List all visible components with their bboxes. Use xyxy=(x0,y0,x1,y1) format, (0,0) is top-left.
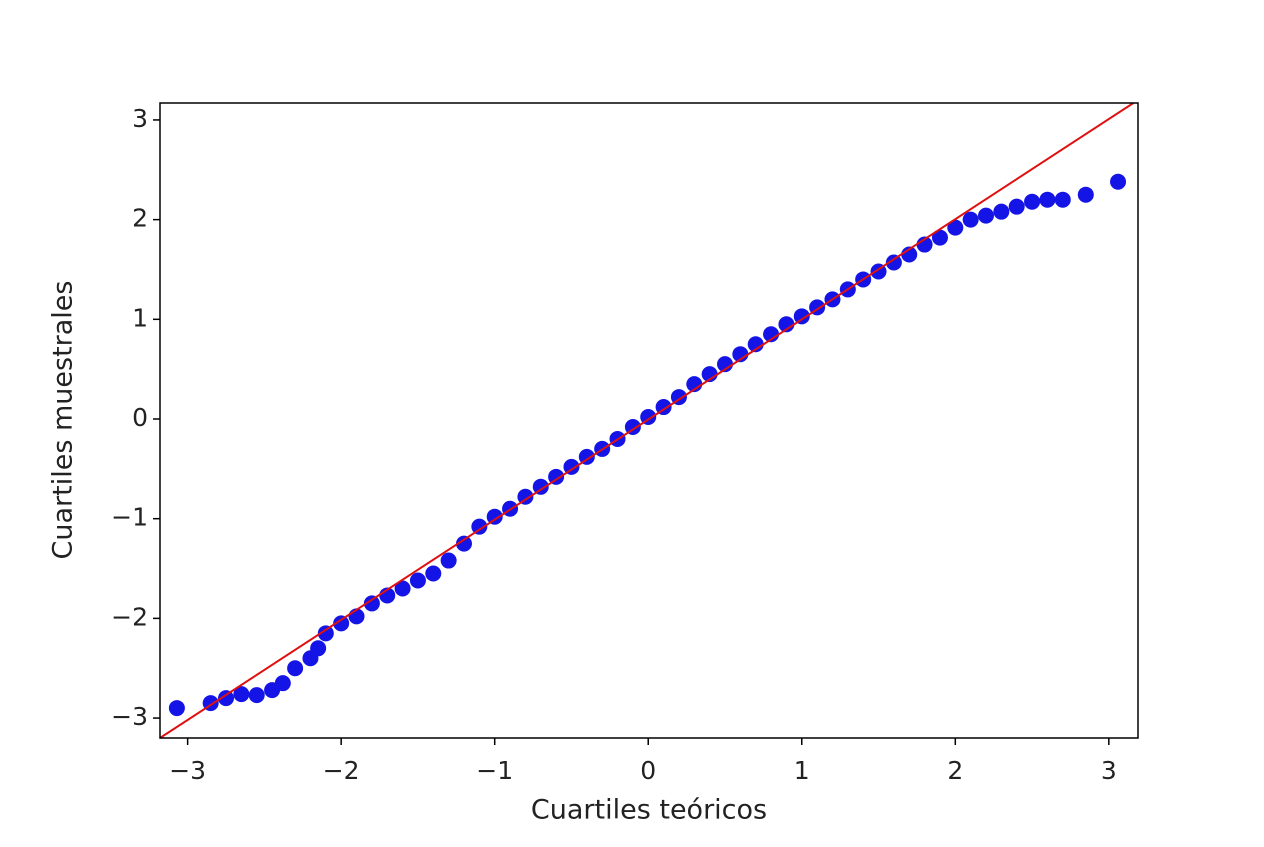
point xyxy=(978,207,995,224)
point xyxy=(287,660,304,677)
point xyxy=(793,308,810,325)
x-tick-label: −3 xyxy=(169,756,206,785)
point xyxy=(548,468,565,485)
y-tick-label: 2 xyxy=(132,204,148,233)
point xyxy=(310,640,327,657)
point xyxy=(993,203,1010,220)
point xyxy=(532,478,549,495)
point xyxy=(885,254,902,271)
point xyxy=(716,356,733,373)
x-axis-label: Cuartiles teóricos xyxy=(531,795,767,826)
point xyxy=(317,625,334,642)
point xyxy=(425,565,442,582)
point xyxy=(962,211,979,228)
point xyxy=(1024,193,1041,210)
point xyxy=(931,229,948,246)
point xyxy=(747,336,764,353)
point xyxy=(686,376,703,393)
point xyxy=(901,246,918,263)
reference-line xyxy=(160,103,1134,738)
point xyxy=(274,675,291,692)
y-axis-label: Cuartiles muestrales xyxy=(48,281,79,560)
x-tick-label: 2 xyxy=(947,756,963,785)
point xyxy=(394,580,411,597)
point xyxy=(248,687,265,704)
point xyxy=(409,572,426,589)
point xyxy=(763,326,780,343)
x-tick-label: 1 xyxy=(794,756,810,785)
point xyxy=(1054,191,1071,208)
y-tick-label: 3 xyxy=(132,104,148,133)
point xyxy=(732,346,749,363)
point xyxy=(1039,191,1056,208)
y-tick-label: −3 xyxy=(111,702,148,731)
point xyxy=(440,552,457,569)
point xyxy=(517,488,534,505)
point xyxy=(233,686,250,703)
point xyxy=(1008,198,1025,215)
point xyxy=(218,690,235,707)
point xyxy=(168,700,185,717)
y-tick-label: −1 xyxy=(111,503,148,532)
point xyxy=(363,595,380,612)
point xyxy=(1077,186,1094,203)
x-tick-label: −2 xyxy=(323,756,360,785)
x-tick-label: 0 xyxy=(640,756,656,785)
point xyxy=(701,366,718,383)
point xyxy=(333,615,350,632)
y-tick-label: 0 xyxy=(132,403,148,432)
point xyxy=(578,448,595,465)
y-tick-label: −2 xyxy=(111,602,148,631)
point xyxy=(455,535,472,552)
point xyxy=(563,458,580,475)
plot-frame xyxy=(159,102,1139,739)
point xyxy=(471,518,488,535)
point xyxy=(947,219,964,236)
point xyxy=(486,508,503,525)
x-tick-label: −1 xyxy=(476,756,513,785)
x-tick-label: 3 xyxy=(1101,756,1117,785)
plot-area xyxy=(160,103,1134,738)
point xyxy=(916,236,933,253)
point xyxy=(1110,173,1127,190)
y-tick-label: 1 xyxy=(132,303,148,332)
point xyxy=(778,316,795,333)
